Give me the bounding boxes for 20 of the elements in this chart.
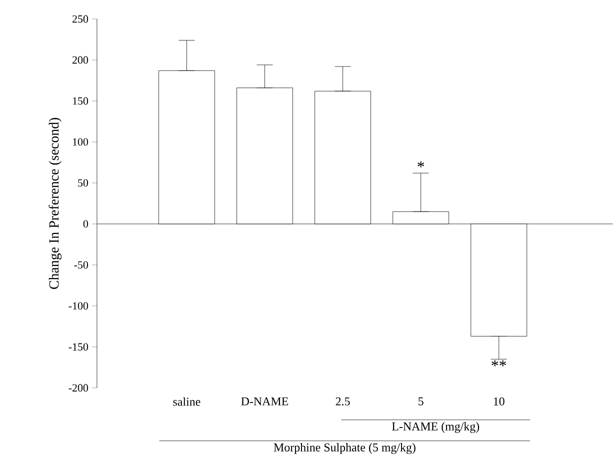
text: Morphine Sulphate (5 mg/kg) bbox=[274, 443, 416, 454]
annotation: * bbox=[418, 162, 424, 168]
y-tick-label: 100 bbox=[72, 138, 88, 146]
y-tick-label: 200 bbox=[72, 56, 88, 64]
text: L-NAME (mg/kg) bbox=[392, 422, 480, 434]
y-tick-label: 0 bbox=[83, 220, 88, 228]
y-tick-label: 150 bbox=[72, 97, 88, 105]
y-tick-label: -200 bbox=[68, 384, 88, 392]
y-axis-title: Change In Preference (second) bbox=[48, 118, 62, 290]
y-tick-label: 250 bbox=[72, 15, 88, 23]
y-tick-label: -50 bbox=[74, 261, 88, 269]
y-tick-label: 50 bbox=[78, 179, 88, 187]
x-tick-label: saline bbox=[173, 397, 200, 406]
x-tick-label: D-NAME bbox=[241, 397, 288, 406]
y-tick-label: -150 bbox=[68, 343, 88, 351]
annotation: ** bbox=[492, 360, 506, 366]
y-tick-label: -100 bbox=[68, 302, 88, 310]
x-tick-label: 5 bbox=[418, 397, 424, 406]
x-tick-label: 10 bbox=[494, 397, 504, 406]
x-tick-label: 2.5 bbox=[336, 397, 350, 406]
